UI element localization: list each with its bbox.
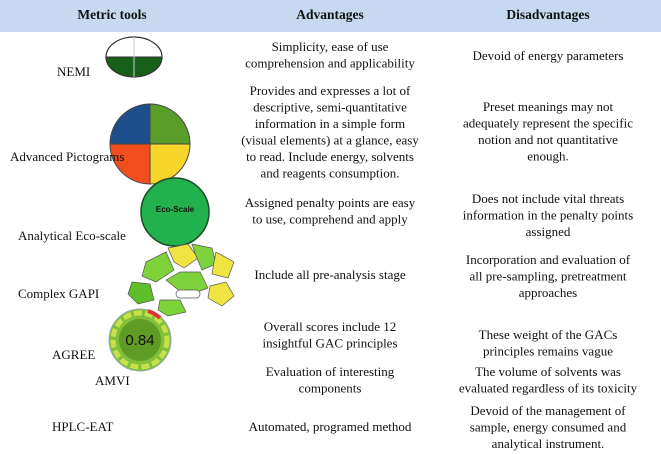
- disadvantage-line: Preset meanings may not: [483, 99, 614, 114]
- disadvantage-line: adequately represent the specific: [463, 115, 633, 130]
- disadvantage-line: approaches: [519, 285, 577, 300]
- disadvantage-line: enough.: [527, 148, 569, 163]
- advantage-line: Simplicity, ease of use: [272, 39, 389, 54]
- disadvantage-line: Devoid of the management of: [470, 403, 626, 418]
- tool-name: HPLC-EAT: [52, 419, 113, 434]
- icon-text: 0.84: [125, 332, 154, 349]
- disadvantage-line: information in the penalty points: [463, 207, 633, 222]
- disadvantage-line: These weight of the GACs: [479, 327, 618, 342]
- advantage-line: components: [299, 380, 362, 395]
- advantage-line: Automated, programed method: [249, 419, 412, 434]
- disadvantage-line: Incorporation and evaluation of: [466, 252, 631, 267]
- header-cell: Metric tools: [77, 7, 146, 22]
- advantage-line: Assigned penalty points are easy: [245, 195, 416, 210]
- eco-scale-icon: [140, 177, 210, 247]
- tool-name: Complex GAPI: [18, 286, 99, 301]
- tool-name: Analytical Eco-scale: [18, 228, 126, 243]
- nemi-icon: [105, 36, 163, 78]
- icon-text: Eco-Scale: [156, 205, 195, 214]
- disadvantage-line: evaluated regardless of its toxicity: [459, 380, 638, 395]
- advantage-line: to read. Include energy, solvents: [246, 149, 414, 164]
- gapi-icon: [127, 243, 235, 317]
- agree-icon: [108, 308, 172, 372]
- tool-name: AMVI: [95, 373, 130, 388]
- header-bg: [0, 0, 661, 32]
- advantage-line: Overall scores include 12: [264, 319, 396, 334]
- pictogram-icon: [109, 103, 191, 185]
- disadvantage-line: principles remains vague: [483, 343, 613, 358]
- disadvantage-line: notion and not quantitative: [478, 132, 618, 147]
- tool-name: AGREE: [52, 347, 95, 362]
- disadvantage-line: The volume of solvents was: [475, 364, 621, 379]
- disadvantage-line: sample, energy consumed and: [470, 419, 627, 434]
- advantage-line: descriptive, semi-quantitative: [253, 99, 407, 114]
- disadvantage-line: analytical instrument.: [492, 436, 605, 451]
- advantage-line: to use, comprehend and apply: [252, 211, 408, 226]
- advantage-line: insightful GAC principles: [262, 335, 397, 350]
- advantage-line: Include all pre-analysis stage: [254, 267, 405, 282]
- advantage-line: Provides and expresses a lot of: [250, 83, 411, 98]
- disadvantage-line: Does not include vital threats: [472, 191, 624, 206]
- advantage-line: Evaluation of interesting: [266, 364, 395, 379]
- header-cell: Disadvantages: [506, 7, 589, 22]
- tool-name: Advanced Pictograms: [10, 149, 124, 164]
- disadvantage-line: Devoid of energy parameters: [472, 48, 623, 63]
- disadvantage-line: all pre-sampling, pretreatment: [469, 268, 626, 283]
- advantage-line: and reagents consumption.: [261, 165, 400, 180]
- advantage-line: information in a simple form: [255, 116, 405, 131]
- advantage-line: comprehension and applicability: [245, 55, 415, 70]
- header-cell: Advantages: [296, 7, 364, 22]
- advantage-line: (visual elements) at a glance, easy: [241, 132, 419, 147]
- disadvantage-line: assigned: [526, 224, 571, 239]
- tool-name: NEMI: [57, 64, 90, 79]
